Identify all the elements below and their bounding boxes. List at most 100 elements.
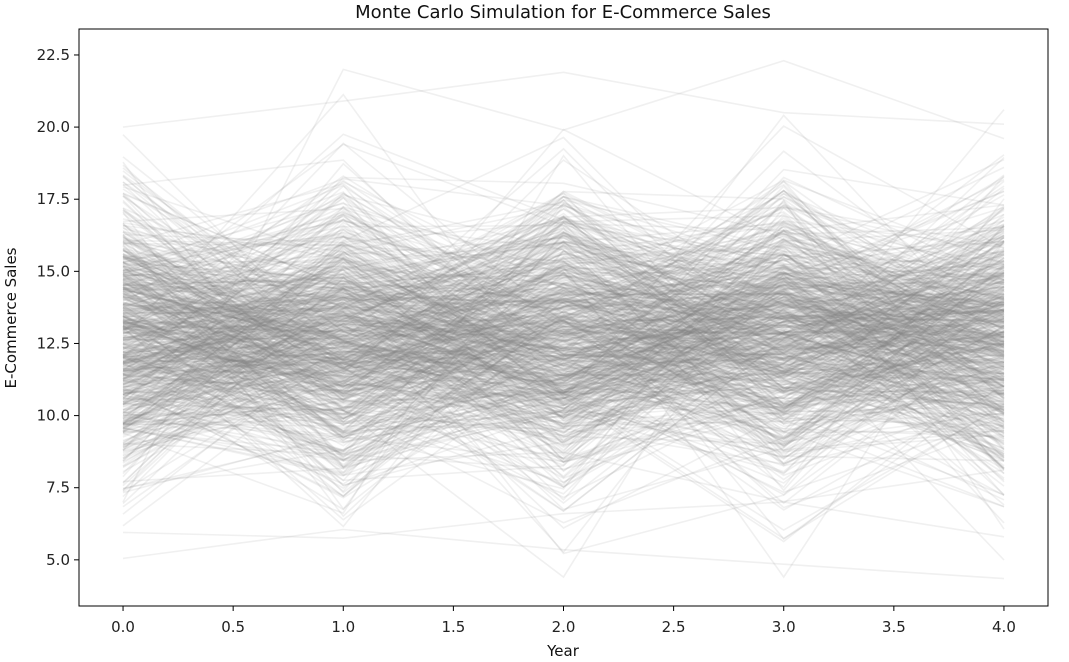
simulation-line-581 — [122, 178, 1005, 392]
simulation-line-643 — [122, 192, 1005, 396]
simulation-line-583 — [122, 188, 1005, 416]
simulation-line-611 — [122, 195, 1005, 425]
simulation-line-649 — [122, 242, 1005, 414]
simulation-line-405 — [122, 240, 1005, 433]
simulation-line-113 — [122, 190, 1005, 304]
simulation-line-612 — [122, 248, 1005, 370]
simulation-line-491 — [122, 272, 1005, 447]
simulation-line-57 — [122, 277, 1005, 484]
simulation-line-531 — [122, 296, 1005, 377]
simulation-line-58 — [122, 320, 1005, 435]
simulation-line-693 — [122, 259, 1005, 380]
simulation-line-410 — [122, 237, 1005, 481]
simulation-line-395 — [122, 260, 1005, 379]
simulation-line-328 — [122, 255, 1005, 410]
y-axis-label: E-Commerce Sales — [2, 247, 20, 388]
simulation-line-52 — [122, 307, 1005, 470]
simulation-line-354 — [122, 211, 1005, 458]
simulation-line-428 — [122, 277, 1005, 455]
simulation-line-618 — [122, 287, 1005, 408]
simulation-line-249 — [122, 265, 1005, 413]
simulation-line-421 — [122, 250, 1005, 422]
simulation-line-582 — [122, 194, 1005, 419]
simulation-line-689 — [122, 195, 1005, 370]
simulation-line-361 — [122, 249, 1005, 461]
x-tick-label: 3.5 — [882, 618, 906, 636]
simulation-line-309 — [122, 369, 1005, 484]
simulation-line-350 — [122, 325, 1005, 447]
simulation-line-563 — [122, 167, 1005, 416]
simulation-line-246 — [122, 230, 1005, 384]
simulation-line-615 — [122, 203, 1005, 379]
simulation-line-573 — [122, 231, 1005, 415]
simulation-line-676 — [122, 258, 1005, 379]
simulation-line-180 — [122, 290, 1005, 469]
simulation-line-454 — [122, 168, 1005, 423]
simulation-line-484 — [122, 289, 1005, 432]
simulation-line-537 — [122, 236, 1005, 403]
simulation-line-579 — [122, 240, 1005, 579]
simulation-line-303 — [122, 213, 1005, 346]
simulation-line-88 — [122, 253, 1005, 512]
simulation-line-538 — [122, 283, 1005, 388]
simulation-line-256 — [122, 225, 1005, 439]
simulation-line-40 — [122, 253, 1005, 412]
simulation-line-244 — [122, 248, 1005, 425]
simulation-line-683 — [122, 274, 1005, 453]
simulation-line-462 — [122, 279, 1005, 351]
simulation-line-22 — [122, 293, 1005, 420]
simulation-line-30 — [122, 266, 1005, 415]
simulation-line-544 — [122, 298, 1005, 378]
simulation-line-199 — [122, 234, 1005, 436]
simulation-line-552 — [122, 284, 1005, 495]
simulation-line-210 — [122, 237, 1005, 463]
simulation-line-194 — [122, 264, 1005, 409]
simulation-line-424 — [122, 272, 1005, 554]
simulation-line-390 — [122, 240, 1005, 419]
simulation-line-38 — [122, 297, 1005, 453]
simulation-line-679 — [122, 230, 1005, 468]
simulation-line-337 — [122, 261, 1005, 425]
simulation-line-51 — [122, 159, 1005, 375]
simulation-line-363 — [122, 242, 1005, 446]
x-tick-label: 2.0 — [552, 618, 576, 636]
simulation-line-96 — [122, 241, 1005, 498]
simulation-line-275 — [122, 269, 1005, 414]
simulation-line-397 — [122, 270, 1005, 440]
simulation-line-658 — [122, 345, 1005, 403]
simulation-line-514 — [122, 308, 1005, 423]
simulation-line-383 — [122, 293, 1005, 390]
simulation-line-84 — [122, 241, 1005, 467]
simulation-line-586 — [122, 328, 1005, 402]
simulation-line-398 — [122, 109, 1005, 391]
simulation-line-218 — [122, 303, 1005, 394]
simulation-line-301 — [122, 279, 1005, 443]
simulation-line-412 — [122, 264, 1005, 380]
simulation-line-27 — [122, 301, 1005, 437]
simulation-line-247 — [122, 303, 1005, 449]
simulation-line-555 — [122, 316, 1005, 430]
simulation-line-19 — [122, 301, 1005, 444]
simulation-line-507 — [122, 279, 1005, 469]
simulation-line-377 — [122, 207, 1005, 357]
simulation-line-374 — [122, 261, 1005, 416]
simulation-line-230 — [122, 288, 1005, 420]
simulation-line-386 — [122, 252, 1005, 412]
simulation-line-97 — [122, 304, 1005, 498]
simulation-line-391 — [122, 350, 1005, 456]
simulation-line-371 — [122, 259, 1005, 424]
simulation-line-601 — [122, 285, 1005, 381]
simulation-line-259 — [122, 251, 1005, 424]
simulation-line-686 — [122, 285, 1005, 492]
simulation-line-685 — [122, 247, 1005, 475]
simulation-line-556 — [122, 175, 1005, 435]
simulation-line-242 — [122, 267, 1005, 361]
simulation-line-175 — [122, 245, 1005, 383]
simulation-line-365 — [122, 225, 1005, 398]
simulation-line-360 — [122, 289, 1005, 384]
simulation-line-608 — [122, 282, 1005, 412]
simulation-line-463 — [122, 207, 1005, 325]
simulation-line-458 — [122, 249, 1005, 404]
simulation-line-400 — [122, 273, 1005, 364]
